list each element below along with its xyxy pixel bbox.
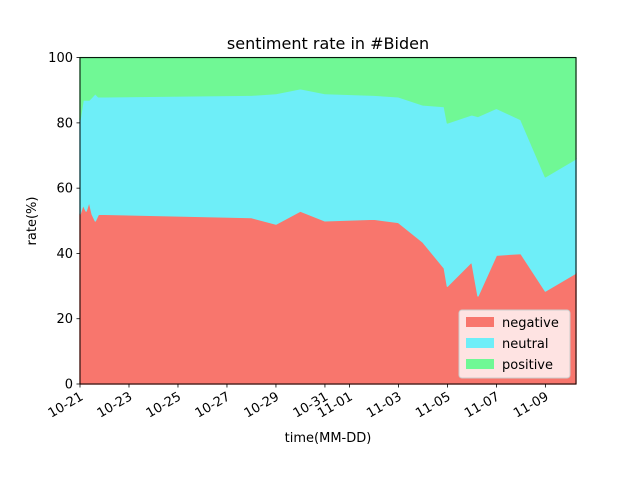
- legend-label-negative: negative: [502, 316, 559, 331]
- y-tick-label: 60: [56, 182, 73, 197]
- x-tick-label: 10-21: [46, 389, 86, 421]
- x-tick-label: 10-25: [144, 389, 184, 421]
- y-tick-label: 80: [56, 116, 73, 131]
- x-tick-label: 11-03: [364, 389, 404, 421]
- x-tick-label: 10-23: [95, 389, 135, 421]
- x-axis-title: time(MM-DD): [285, 431, 372, 446]
- legend-swatch-positive: [466, 359, 494, 369]
- y-tick-label: 100: [48, 51, 73, 66]
- x-tick-label: 10-27: [193, 389, 233, 421]
- legend: negative neutral positive: [458, 309, 571, 379]
- legend-swatch-negative: [466, 317, 494, 327]
- x-tick-label: 10-29: [242, 389, 282, 421]
- legend-label-neutral: neutral: [502, 337, 549, 352]
- y-tick-label: 0: [65, 378, 73, 393]
- y-tick-label: 20: [56, 312, 73, 327]
- legend-label-positive: positive: [502, 358, 553, 373]
- x-tick-label: 11-05: [413, 389, 453, 421]
- chart-title: sentiment rate in #Biden: [227, 34, 429, 53]
- y-tick-label: 40: [56, 247, 73, 262]
- legend-swatch-neutral: [466, 338, 494, 348]
- y-axis-title: rate(%): [25, 197, 40, 246]
- x-tick-label: 11-09: [511, 389, 551, 421]
- area-layers: [79, 56, 577, 385]
- y-axis: 0 20 40 60 80 100: [48, 51, 80, 393]
- x-tick-label: 11-07: [462, 389, 502, 421]
- plot-frame: [79, 57, 577, 385]
